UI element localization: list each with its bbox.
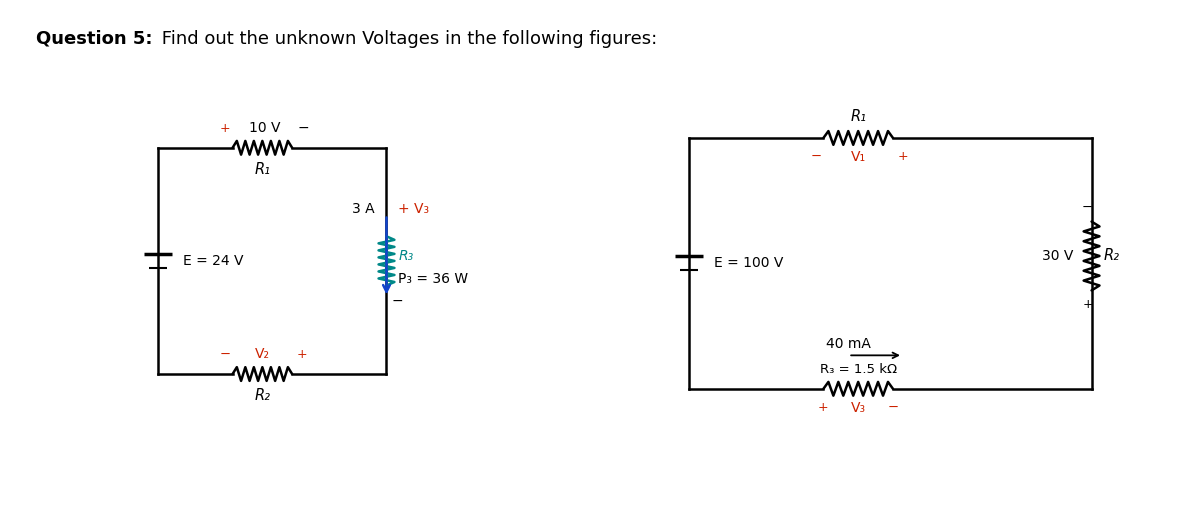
Text: R₃ = 1.5 kΩ: R₃ = 1.5 kΩ (820, 363, 896, 376)
Text: R₃: R₃ (398, 249, 414, 263)
Text: E = 24 V: E = 24 V (182, 254, 244, 268)
Text: V₂: V₂ (254, 347, 270, 361)
Text: −: − (1082, 201, 1093, 214)
Text: −: − (391, 293, 403, 308)
Text: 3 A: 3 A (352, 202, 374, 216)
Text: +: + (1082, 298, 1093, 311)
Text: R₂: R₂ (254, 388, 270, 403)
Text: +: + (220, 122, 230, 135)
Text: +: + (898, 150, 908, 162)
Text: 40 mA: 40 mA (826, 337, 871, 352)
Text: +: + (298, 349, 307, 361)
Text: V₁: V₁ (851, 150, 865, 164)
Text: −: − (220, 349, 230, 361)
Text: +: + (817, 401, 828, 413)
Text: + V₃: + V₃ (398, 202, 430, 216)
Text: E = 100 V: E = 100 V (714, 257, 784, 270)
Text: R₁: R₁ (254, 161, 270, 177)
Text: −: − (888, 401, 899, 413)
Text: P₃ = 36 W: P₃ = 36 W (398, 272, 468, 286)
Text: Find out the unknown Voltages in the following figures:: Find out the unknown Voltages in the fol… (156, 30, 658, 48)
Text: −: − (810, 150, 822, 162)
Text: V₃: V₃ (851, 401, 865, 414)
Text: 10 V: 10 V (248, 121, 280, 135)
Text: R₁: R₁ (850, 109, 866, 124)
Text: Question 5:: Question 5: (36, 30, 152, 48)
Text: R₂: R₂ (1104, 248, 1120, 264)
Text: −: − (298, 121, 308, 135)
Text: 30 V: 30 V (1043, 249, 1074, 263)
